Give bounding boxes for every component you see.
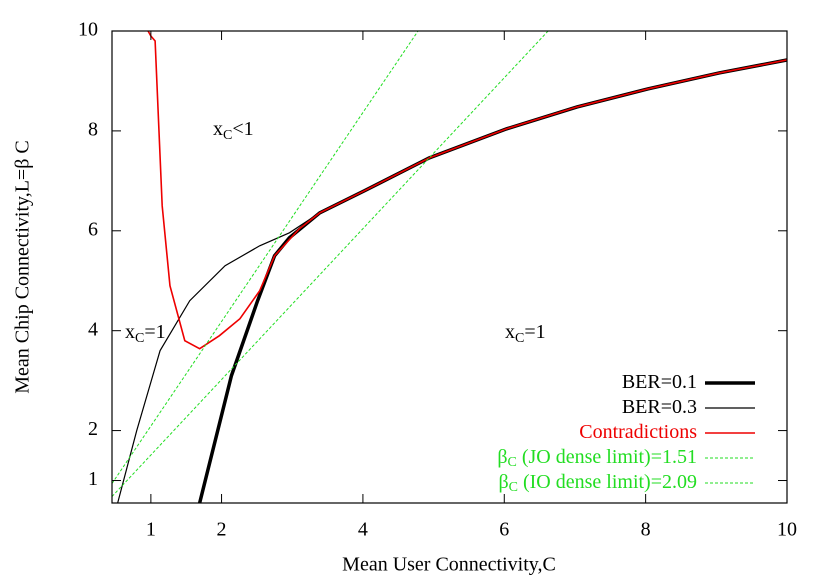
annotation-part: x [125,321,135,343]
legend-label-part: BER=0.3 [622,396,697,418]
plot-lines [112,31,787,503]
legend-label-part: C [508,455,517,470]
x-tick-label: 4 [358,519,368,541]
y-tick-label: 10 [78,19,98,41]
annotation-part: C [223,128,232,143]
x-tick-label: 6 [499,519,509,541]
annotation: xC=1 [505,321,546,347]
y-tick-label: 2 [88,418,98,440]
plot-frame [111,30,788,504]
annotation-part: <1 [232,118,253,140]
legend-label-part: BER=0.1 [622,371,697,393]
x-tick-label: 8 [641,519,651,541]
series-line [147,31,787,350]
annotation-part: =1 [524,321,545,343]
annotation: xC<1 [213,118,254,144]
annotation: xC=1 [125,321,166,347]
y-tick-label: 1 [88,468,98,490]
x-tick-label: 10 [777,519,797,541]
y-tick-label: 8 [88,118,98,140]
series-line [112,31,419,484]
x-tick-label: 1 [146,519,156,541]
x-axis-label: Mean User Connectivity,C [342,554,556,576]
annotation-part: C [515,331,524,346]
legend-label-part: Contradictions [579,421,697,443]
annotation-part: C [135,331,144,346]
legend-label: BER=0.3 [622,396,697,418]
legend-label: βC (IO dense limit)=2.09 [498,471,697,496]
legend-label-part: β [498,471,508,493]
legend-label: BER=0.1 [622,371,697,393]
annotation-part: =1 [144,321,165,343]
y-tick-label: 6 [88,218,98,240]
legend-label: βC (JO dense limit)=1.51 [497,446,697,471]
annotation-part: x [213,118,223,140]
legend-label-part: (IO dense limit)=2.09 [518,471,697,493]
y-axis-label: Mean Chip Connectivity,L=β C [12,140,34,393]
legend-label: Contradictions [579,421,697,443]
y-tick-label: 4 [88,318,98,340]
annotation-part: x [505,321,515,343]
legend-label-part: (JO dense limit)=1.51 [517,446,697,468]
legend-label-part: β [497,446,507,468]
series-line [197,58,787,503]
legend-label-part: C [509,480,518,495]
series-line [112,31,549,497]
x-tick-label: 2 [217,519,227,541]
